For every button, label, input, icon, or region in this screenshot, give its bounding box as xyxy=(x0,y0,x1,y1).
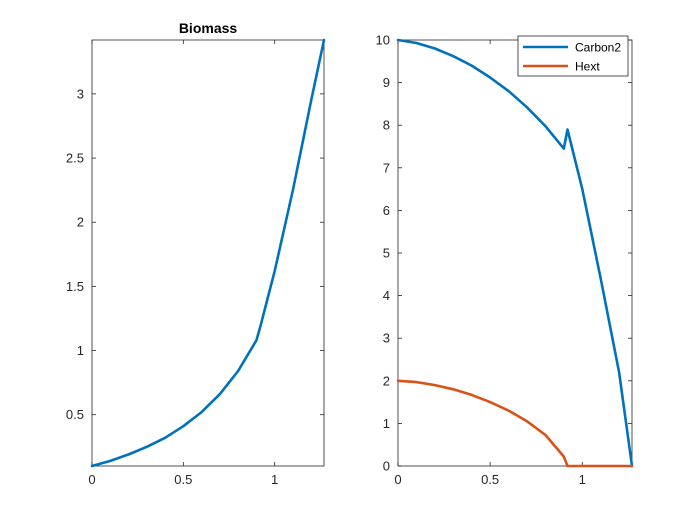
legend-label: Carbon2 xyxy=(575,41,621,55)
y-tick-label: 3 xyxy=(383,331,390,346)
y-tick-label: 10 xyxy=(376,33,390,48)
y-tick-label: 2.5 xyxy=(66,151,84,166)
x-tick-label: 1 xyxy=(579,472,586,487)
axes-box xyxy=(397,39,633,467)
y-tick-label: 0.5 xyxy=(66,407,84,422)
axes-box xyxy=(91,39,325,467)
y-tick-label: 1 xyxy=(383,416,390,431)
legend-box xyxy=(517,35,629,77)
y-tick-label: 0 xyxy=(383,459,390,474)
x-tick-label: 0.5 xyxy=(174,472,192,487)
y-tick-label: 8 xyxy=(383,118,390,133)
y-tick-label: 5 xyxy=(383,246,390,261)
hext-line xyxy=(396,379,634,468)
biomass-axes: 0 0.5 1 0.5 1 1.5 2 2.5 3 Biomass xyxy=(66,20,326,487)
y-tick-label: 3 xyxy=(77,86,84,101)
chart-title: Biomass xyxy=(179,20,238,36)
y-tick-label: 9 xyxy=(383,75,390,90)
y-tick-label: 7 xyxy=(383,160,390,175)
y-tick-label: 4 xyxy=(383,288,390,303)
legend-label: Hext xyxy=(575,60,600,74)
y-tick-label: 2 xyxy=(383,373,390,388)
x-tick-label: 0 xyxy=(394,472,401,487)
x-tick-label: 0.5 xyxy=(481,472,499,487)
x-tick-label: 1 xyxy=(271,472,278,487)
x-tick-label: 0 xyxy=(88,472,95,487)
y-tick-label: 1 xyxy=(77,343,84,358)
y-tick-label: 6 xyxy=(383,203,390,218)
series-line xyxy=(90,38,326,468)
carbon2-line xyxy=(396,38,634,468)
y-tick-label: 2 xyxy=(77,215,84,230)
y-tick-label: 1.5 xyxy=(66,279,84,294)
